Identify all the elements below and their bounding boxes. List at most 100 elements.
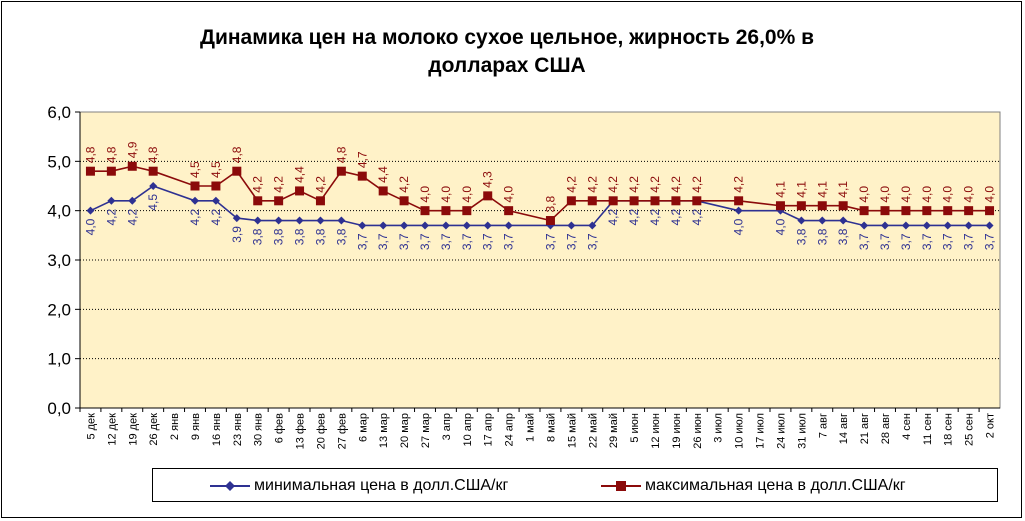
- series-1-data-label: 4,0: [899, 186, 913, 203]
- series-1-point: [378, 186, 388, 196]
- series-0-data-label: 3,8: [293, 228, 307, 245]
- series-0-point: [964, 221, 973, 230]
- x-tick-label: 13 мар: [378, 413, 390, 448]
- x-tick-label: 6 фев: [274, 413, 286, 443]
- x-tick-label: 13 фев: [295, 413, 307, 449]
- chart-title: Динамика цен на молоко сухое цельное, жи…: [122, 24, 892, 80]
- series-0-data-label: 3,8: [272, 228, 286, 245]
- series-1-point: [441, 206, 451, 216]
- series-0-point: [567, 221, 576, 230]
- x-tick-label: 26 июн: [692, 413, 704, 449]
- series-1-point: [608, 196, 618, 206]
- series-0-data-label: 3,9: [230, 226, 244, 243]
- series-1-point: [901, 206, 911, 216]
- series-1-point: [211, 181, 221, 191]
- series-1-data-label: 4,0: [941, 186, 955, 203]
- series-0-point: [211, 196, 220, 205]
- series-0-data-label: 3,7: [857, 233, 871, 250]
- series-0-data-label: 3,7: [878, 233, 892, 250]
- series-1-data-label: 4,2: [251, 176, 265, 193]
- series-0-data-label: 3,7: [962, 233, 976, 250]
- series-0-data-label: 3,8: [251, 228, 265, 245]
- x-tick-label: 16 янв: [211, 413, 223, 446]
- series-0-data-label: 4,0: [83, 218, 97, 235]
- series-0-data-label: 3,7: [355, 233, 369, 250]
- series-1-point: [734, 196, 744, 206]
- series-0-point: [191, 196, 199, 205]
- series-1-point: [692, 196, 702, 206]
- series-0-point: [985, 221, 994, 230]
- series-0-point: [107, 196, 116, 205]
- series-0-data-label: 3,7: [502, 233, 516, 250]
- series-0-point: [149, 182, 158, 190]
- legend: минимальная цена в долл.США/кг максималь…: [152, 468, 998, 502]
- series-1-data-label: 4,2: [690, 176, 704, 193]
- series-1-point: [462, 206, 472, 216]
- series-1-point: [880, 206, 890, 216]
- series-0-data-label: 4,2: [209, 208, 223, 225]
- x-tick-label: 24 апр: [504, 413, 516, 446]
- x-tick-label: 12 дек: [106, 413, 118, 446]
- legend-swatch-min: [210, 481, 250, 491]
- series-1-point: [964, 206, 974, 216]
- series-1-point: [106, 166, 116, 176]
- x-tick-label: 1 май: [525, 413, 537, 442]
- series-0-data-label: 4,0: [732, 218, 746, 235]
- series-0-point: [881, 221, 889, 230]
- series-1-data-label: 4,2: [627, 176, 641, 193]
- x-tick-label: 21 авг: [859, 413, 871, 444]
- series-0-data-label: 3,7: [899, 233, 913, 250]
- series-1-point: [420, 206, 430, 216]
- series-1-data-label: 4,8: [83, 146, 97, 163]
- series-0-point: [253, 216, 262, 225]
- series-1-data-label: 4,2: [585, 176, 599, 193]
- series-0-point: [86, 206, 95, 215]
- series-1-point: [504, 206, 514, 216]
- series-0-point: [588, 221, 597, 230]
- series-0-point: [483, 221, 492, 230]
- series-0-point: [462, 221, 471, 230]
- series-1-data-label: 4,0: [962, 186, 976, 203]
- series-0-data-label: 3,8: [836, 228, 850, 245]
- series-1-data-label: 4,2: [564, 176, 578, 193]
- legend-label-min: минимальная цена в долл.США/кг: [254, 477, 509, 494]
- series-1-point: [629, 196, 639, 206]
- series-1-data-label: 4,1: [815, 181, 829, 198]
- x-tick-label: 11 сен: [922, 413, 934, 445]
- series-0-data-label: 4,0: [773, 218, 787, 235]
- x-tick-label: 4 сен: [901, 413, 913, 440]
- series-0-point: [421, 221, 429, 230]
- series-1-data-label: 4,0: [502, 186, 516, 203]
- series-0-data-label: 3,7: [941, 233, 955, 250]
- series-1-point: [148, 166, 158, 176]
- series-1-data-label: 4,7: [355, 151, 369, 168]
- series-1-data-label: 4,5: [209, 161, 223, 178]
- x-tick-label: 19 июн: [671, 413, 683, 449]
- series-0-data-label: 3,7: [920, 233, 934, 250]
- x-tick-label: 27 мар: [420, 413, 432, 448]
- series-1-data-label: 3,8: [543, 196, 557, 213]
- series-1-data-label: 4,1: [773, 181, 787, 198]
- series-0-data-label: 3,7: [397, 233, 411, 250]
- series-0-point: [441, 221, 450, 230]
- x-tick-label: 2 окт: [985, 413, 997, 438]
- series-0-data-label: 3,8: [334, 228, 348, 245]
- series-1-data-label: 4,0: [439, 186, 453, 203]
- chart-title-line-2: долларах США: [428, 54, 586, 77]
- x-tick-label: 5 дек: [85, 413, 97, 440]
- series-1-point: [399, 196, 409, 206]
- series-1-data-label: 4,4: [376, 166, 390, 183]
- series-0-point: [358, 221, 367, 230]
- x-tick-label: 7 авг: [817, 413, 829, 438]
- x-tick-label: 20 фев: [315, 413, 327, 449]
- x-tick-label: 17 апр: [483, 413, 495, 446]
- series-0-data-label: 3,8: [815, 228, 829, 245]
- series-1-point: [336, 166, 346, 176]
- series-0-data-label: 4,2: [104, 208, 118, 225]
- series-1-point: [483, 191, 493, 201]
- series-1-point: [985, 206, 995, 216]
- y-tick-label: 2,0: [47, 300, 71, 319]
- x-tick-label: 23 янв: [232, 413, 244, 446]
- series-0-data-label: 4,2: [627, 208, 641, 225]
- series-0-point: [504, 221, 513, 230]
